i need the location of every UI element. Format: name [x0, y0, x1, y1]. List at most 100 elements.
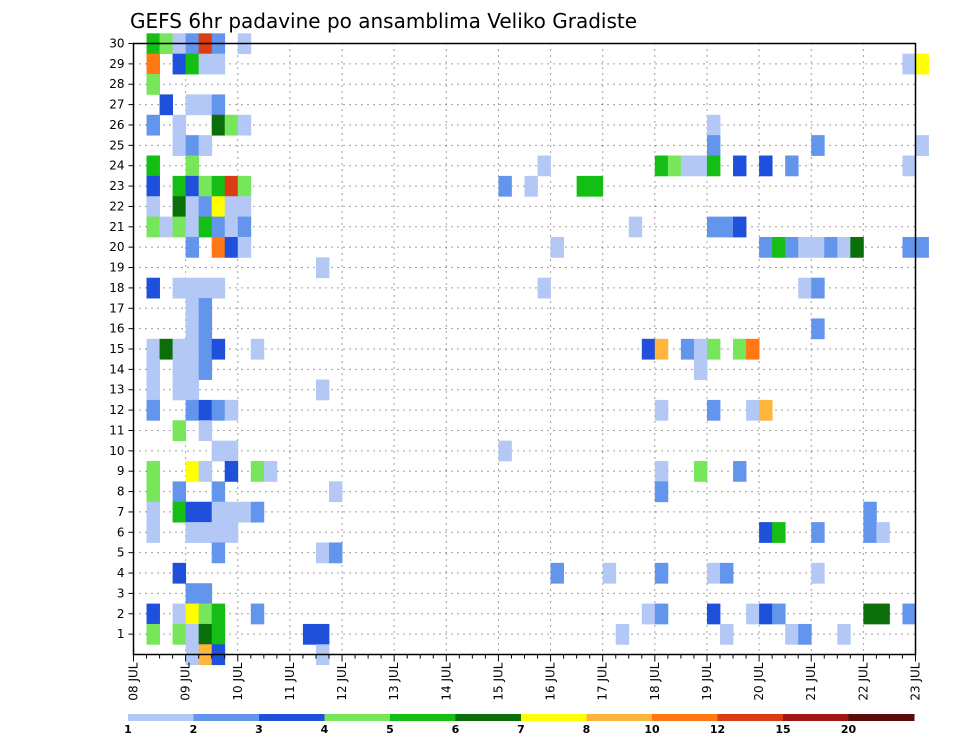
heatmap-cell: [759, 522, 773, 543]
heatmap-cell: [759, 155, 773, 177]
heatmap-cell: [185, 603, 200, 625]
heatmap-cell: [693, 461, 708, 482]
heatmap-cell: [693, 359, 708, 380]
heatmap-cell: [237, 196, 252, 218]
heatmap-cell: [172, 501, 187, 523]
heatmap-cell: [615, 623, 630, 645]
heatmap-cell: [824, 236, 838, 258]
heatmap-cell: [185, 196, 200, 218]
heatmap-cell: [198, 277, 213, 299]
heatmap-cell: [720, 216, 734, 238]
heatmap-cell: [198, 461, 213, 482]
heatmap-cell: [211, 196, 226, 218]
heatmap-cell: [172, 277, 187, 299]
legend-swatch: [390, 714, 456, 721]
heatmap-cell: [785, 155, 799, 177]
heatmap-cell: [198, 603, 213, 625]
heatmap-cell: [198, 399, 213, 421]
heatmap-cell: [654, 155, 669, 177]
y-tick-label: 25: [109, 138, 124, 152]
heatmap-cell: [654, 562, 669, 584]
heatmap-cell: [159, 216, 173, 238]
heatmap-cell: [524, 175, 538, 197]
heatmap-cell: [185, 318, 200, 340]
heatmap-cell: [224, 399, 239, 421]
legend-label: 7: [517, 723, 525, 736]
heatmap-cell: [146, 74, 160, 95]
heatmap-cell: [706, 338, 721, 360]
y-tick-label: 4: [117, 566, 125, 580]
heatmap-cell: [198, 623, 213, 645]
heatmap-cell: [159, 94, 173, 116]
heatmap-cell: [198, 135, 213, 156]
heatmap-cell: [198, 522, 213, 543]
x-tick-label: 10 JUL: [231, 662, 245, 700]
y-tick-label: 23: [109, 179, 124, 193]
heatmap-cell: [146, 603, 160, 625]
heatmap-cell: [146, 277, 160, 299]
heatmap-cell: [172, 216, 187, 238]
heatmap-cell: [211, 399, 226, 421]
heatmap-cell: [172, 420, 187, 442]
heatmap-cell: [211, 542, 226, 564]
heatmap-cell: [146, 481, 160, 503]
heatmap-cell: [237, 501, 252, 523]
x-tick-label: 19 JUL: [700, 662, 714, 700]
heatmap-cell: [211, 522, 226, 543]
heatmap-cell: [172, 338, 187, 360]
heatmap-cell: [172, 359, 187, 380]
heatmap-cell: [224, 114, 239, 136]
y-tick-label: 8: [117, 485, 125, 499]
y-tick-label: 19: [109, 261, 124, 275]
heatmap-cell: [902, 236, 916, 258]
heatmap-cell: [902, 53, 916, 75]
heatmap-cell: [211, 481, 226, 503]
heatmap-cell: [837, 236, 851, 258]
x-tick-label: 22 JUL: [856, 662, 870, 700]
y-tick-label: 30: [109, 37, 124, 51]
y-axis: 1234567891011121314151617181920212223242…: [109, 37, 134, 641]
heatmap-cell: [185, 501, 200, 523]
heatmap-cell: [185, 522, 200, 543]
y-tick-label: 29: [109, 57, 124, 71]
x-tick-label: 08 JUL: [127, 662, 141, 700]
color-legend: 1 2 3 4 5 6 7 8 10 12 15 20: [124, 714, 915, 736]
heatmap-cell: [772, 603, 786, 625]
legend-swatch: [128, 714, 194, 721]
heatmap-cell: [237, 114, 252, 136]
heatmap-cell: [146, 359, 160, 380]
legend-swatch: [259, 714, 325, 721]
heatmap-cell: [315, 623, 330, 645]
x-axis: 08 JUL 09 JUL 10 JUL 11 JUL 12 JUL 13 JUL 14 J…: [127, 654, 923, 701]
y-tick-label: 26: [109, 118, 124, 132]
heatmap-cell: [733, 338, 747, 360]
heatmap-cell: [315, 257, 330, 279]
heatmap-cell: [680, 338, 695, 360]
heatmap-cell: [146, 114, 160, 136]
heatmap-cell: [811, 135, 825, 156]
heatmap-cell: [146, 399, 160, 421]
heatmap-cell: [159, 338, 173, 360]
heatmap-cell: [211, 338, 226, 360]
heatmap-cell: [915, 53, 929, 75]
heatmap-cell: [211, 440, 226, 462]
heatmap-cell: [641, 338, 656, 360]
heatmap-cell: [537, 277, 551, 299]
y-tick-label: 24: [109, 159, 124, 173]
heatmap-cell: [329, 542, 343, 564]
heatmap-cell: [589, 175, 604, 197]
heatmap-cell: [172, 175, 187, 197]
y-tick-label: 1: [117, 627, 125, 641]
legend-swatch: [848, 714, 915, 721]
heatmap-cell: [211, 603, 226, 625]
heatmap-cell: [706, 216, 721, 238]
heatmap-cell: [211, 114, 226, 136]
heatmap-cell: [693, 155, 708, 177]
heatmap-cell: [211, 175, 226, 197]
heatmap-cell: [902, 603, 916, 625]
heatmap-cell: [224, 501, 239, 523]
heatmap-cell: [550, 562, 564, 584]
heatmap-cell: [146, 53, 160, 75]
heatmap-cell: [185, 94, 200, 116]
